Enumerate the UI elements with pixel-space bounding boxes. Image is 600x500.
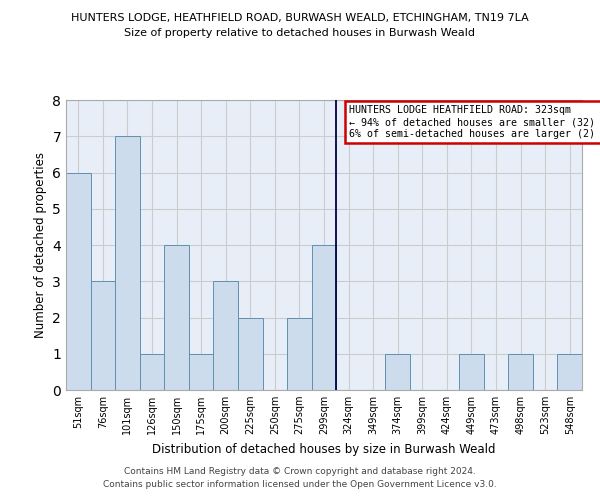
Bar — [508, 354, 533, 390]
Text: Contains public sector information licensed under the Open Government Licence v3: Contains public sector information licen… — [103, 480, 497, 489]
Y-axis label: Number of detached properties: Number of detached properties — [34, 152, 47, 338]
Bar — [189, 354, 214, 390]
Text: Contains HM Land Registry data © Crown copyright and database right 2024.: Contains HM Land Registry data © Crown c… — [124, 467, 476, 476]
Bar — [238, 318, 263, 390]
Bar — [66, 172, 91, 390]
Bar — [385, 354, 410, 390]
Bar — [115, 136, 140, 390]
Bar — [287, 318, 312, 390]
Bar — [91, 281, 115, 390]
Text: HUNTERS LODGE HEATHFIELD ROAD: 323sqm
← 94% of detached houses are smaller (32)
: HUNTERS LODGE HEATHFIELD ROAD: 323sqm ← … — [349, 106, 600, 138]
Bar — [214, 281, 238, 390]
Text: Size of property relative to detached houses in Burwash Weald: Size of property relative to detached ho… — [125, 28, 476, 38]
Bar — [459, 354, 484, 390]
Bar — [140, 354, 164, 390]
X-axis label: Distribution of detached houses by size in Burwash Weald: Distribution of detached houses by size … — [152, 442, 496, 456]
Bar — [312, 245, 336, 390]
Bar — [164, 245, 189, 390]
Bar — [557, 354, 582, 390]
Text: HUNTERS LODGE, HEATHFIELD ROAD, BURWASH WEALD, ETCHINGHAM, TN19 7LA: HUNTERS LODGE, HEATHFIELD ROAD, BURWASH … — [71, 12, 529, 22]
